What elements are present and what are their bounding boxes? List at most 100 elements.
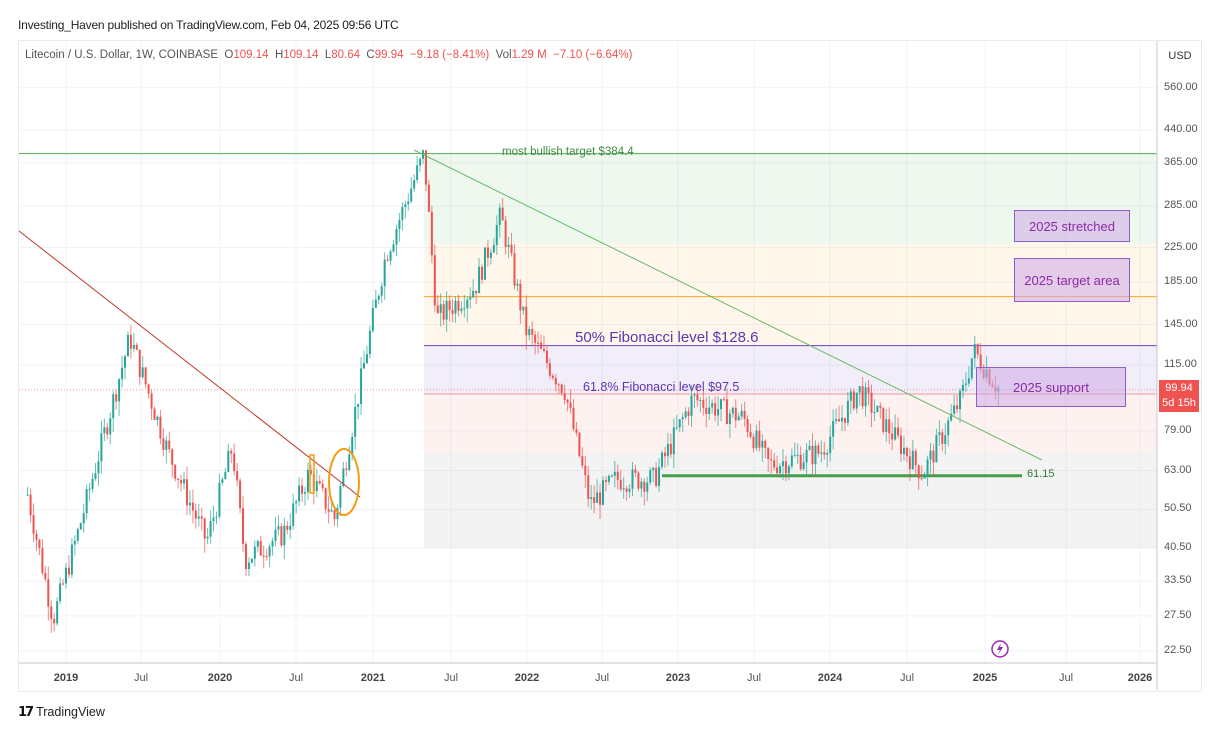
candle-body [333,510,336,520]
candle-body [398,219,401,229]
candle-body [779,466,782,474]
breakout-marker [309,454,315,494]
candle-body [103,427,106,434]
candle-body [622,488,625,490]
candle-body [900,435,903,455]
candle-body [88,488,91,490]
candle-body [693,394,696,396]
high-value: 109.14 [283,49,319,61]
candle-body [472,290,475,298]
last-price: 99.94 [1165,382,1193,394]
candle-body [79,523,82,530]
price-tick: 50.50 [1164,502,1192,515]
candle-body [731,407,734,414]
candle-body [259,541,262,556]
candle-body [560,384,563,394]
candle-body [932,450,935,463]
support-level-label[interactable]: 61.15 [1027,468,1055,480]
candle-body [85,489,88,514]
candle-body [885,419,888,432]
candle-body [714,403,717,416]
candle-body [699,399,702,401]
candle-body [781,461,784,467]
candle-body [619,479,622,490]
candle-body [59,583,62,602]
candle-body [717,409,720,416]
candle-body [309,469,312,475]
box-2025-target-area[interactable]: 2025 target area [1014,258,1130,302]
candle-body [73,540,76,545]
candle-body [324,488,327,510]
time-tick: 2023 [665,672,691,684]
candle-body [395,228,398,245]
candle-body [938,432,941,436]
candle-body [109,418,112,435]
candle-body [953,405,956,414]
vol-change-value: −7.10 (−6.64%) [553,49,633,61]
candle-body [233,453,236,472]
candle-body [755,430,758,449]
candle-body [504,220,507,248]
candle-body [203,518,206,539]
candle-body [50,606,53,620]
candle-body [498,207,501,225]
candle-body [386,259,389,261]
candle-body [194,510,197,519]
candle-body [604,480,607,482]
candle-body [374,299,377,308]
candle-body [525,306,528,336]
candle-body [177,478,180,480]
candle-body [268,546,271,557]
candle-body [864,387,867,407]
candle-body [242,508,245,544]
candle-body [599,492,602,505]
candle-body [690,395,693,416]
price-tick: 115.00 [1164,358,1197,371]
candle-body [289,525,292,530]
candle-body [481,266,484,280]
candle-body [150,393,153,409]
candle-body [914,450,917,466]
candle-body [950,413,953,421]
currency-button[interactable]: USD [1168,50,1192,62]
price-tick: 22.50 [1164,643,1192,656]
candle-body [522,306,525,311]
candle-body [935,435,938,463]
time-tick: 2024 [817,672,843,684]
candle-body [870,392,873,413]
candle-body [351,436,354,455]
candle-body [430,211,433,256]
candle-body [897,427,900,436]
chart-frame [18,40,1202,692]
candle-body [32,515,35,534]
time-tick: Jul [594,672,610,684]
candle-body [613,471,616,476]
candle-body [894,427,897,440]
candle-body [303,492,306,494]
time-tick: Jul [133,672,149,684]
candle-body [572,407,575,430]
candle-body [368,330,371,355]
price-tick: 40.50 [1164,541,1192,553]
candle-body [811,445,814,465]
candle-body [956,405,959,410]
candle-body [244,543,247,569]
candle-body [808,445,811,450]
tradingview-footer[interactable]: 𝟭𝟳 TradingView [18,704,105,720]
candle-body [138,349,141,378]
fib618-label[interactable]: 61.8% Fibonacci level $97.5 [583,380,740,394]
candle-body [70,544,73,575]
box-2025-stretched[interactable]: 2025 stretched [1014,210,1130,242]
candle-body [776,467,779,474]
candle-body [483,247,486,280]
candle-body [537,342,540,344]
price-tick: 185.00 [1164,274,1198,287]
box-2025-support[interactable]: 2025 support [976,367,1126,407]
candle-body [301,485,304,494]
fib50-label[interactable]: 50% Fibonacci level $128.6 [575,329,759,346]
bullish-target-label[interactable]: most bullish target $384.4 [502,146,634,158]
candle-body [94,473,97,479]
candle-body [174,464,177,479]
candle-body [191,502,194,511]
